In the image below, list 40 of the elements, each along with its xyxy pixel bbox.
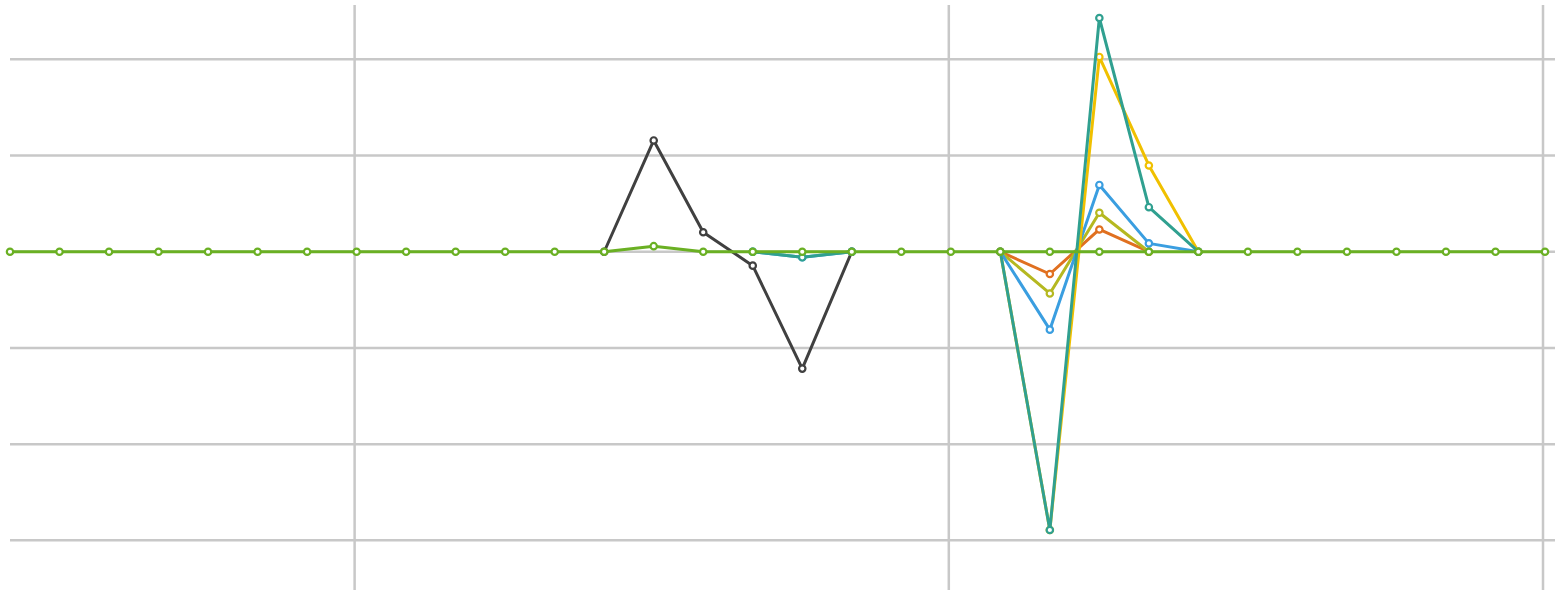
point	[352, 247, 361, 257]
point	[253, 247, 262, 257]
point	[203, 247, 213, 257]
point	[1045, 325, 1055, 334]
point	[1144, 202, 1154, 212]
point	[1095, 247, 1104, 257]
point	[550, 247, 559, 257]
point	[1392, 247, 1401, 257]
point	[55, 247, 64, 257]
point	[748, 261, 758, 270]
point	[1045, 289, 1055, 298]
point	[401, 247, 411, 257]
point	[797, 364, 807, 373]
point	[1243, 247, 1253, 257]
point	[649, 136, 659, 145]
point	[1293, 247, 1302, 257]
point	[1095, 13, 1104, 23]
point	[302, 247, 312, 257]
point	[5, 247, 15, 257]
point	[698, 247, 708, 257]
point	[1342, 247, 1352, 257]
point	[797, 247, 807, 257]
point	[104, 247, 114, 257]
point	[698, 227, 708, 237]
point	[154, 247, 163, 257]
point	[451, 247, 460, 257]
point	[896, 247, 906, 257]
point	[1095, 180, 1104, 190]
point	[1491, 247, 1500, 257]
point	[946, 247, 956, 257]
point	[1095, 225, 1104, 234]
point	[1144, 239, 1154, 248]
point	[1540, 247, 1550, 257]
point	[1441, 247, 1451, 257]
point	[649, 241, 659, 251]
point	[1095, 208, 1104, 218]
point	[1045, 247, 1055, 257]
point	[500, 247, 510, 257]
point	[1045, 269, 1055, 279]
point	[1144, 161, 1154, 170]
